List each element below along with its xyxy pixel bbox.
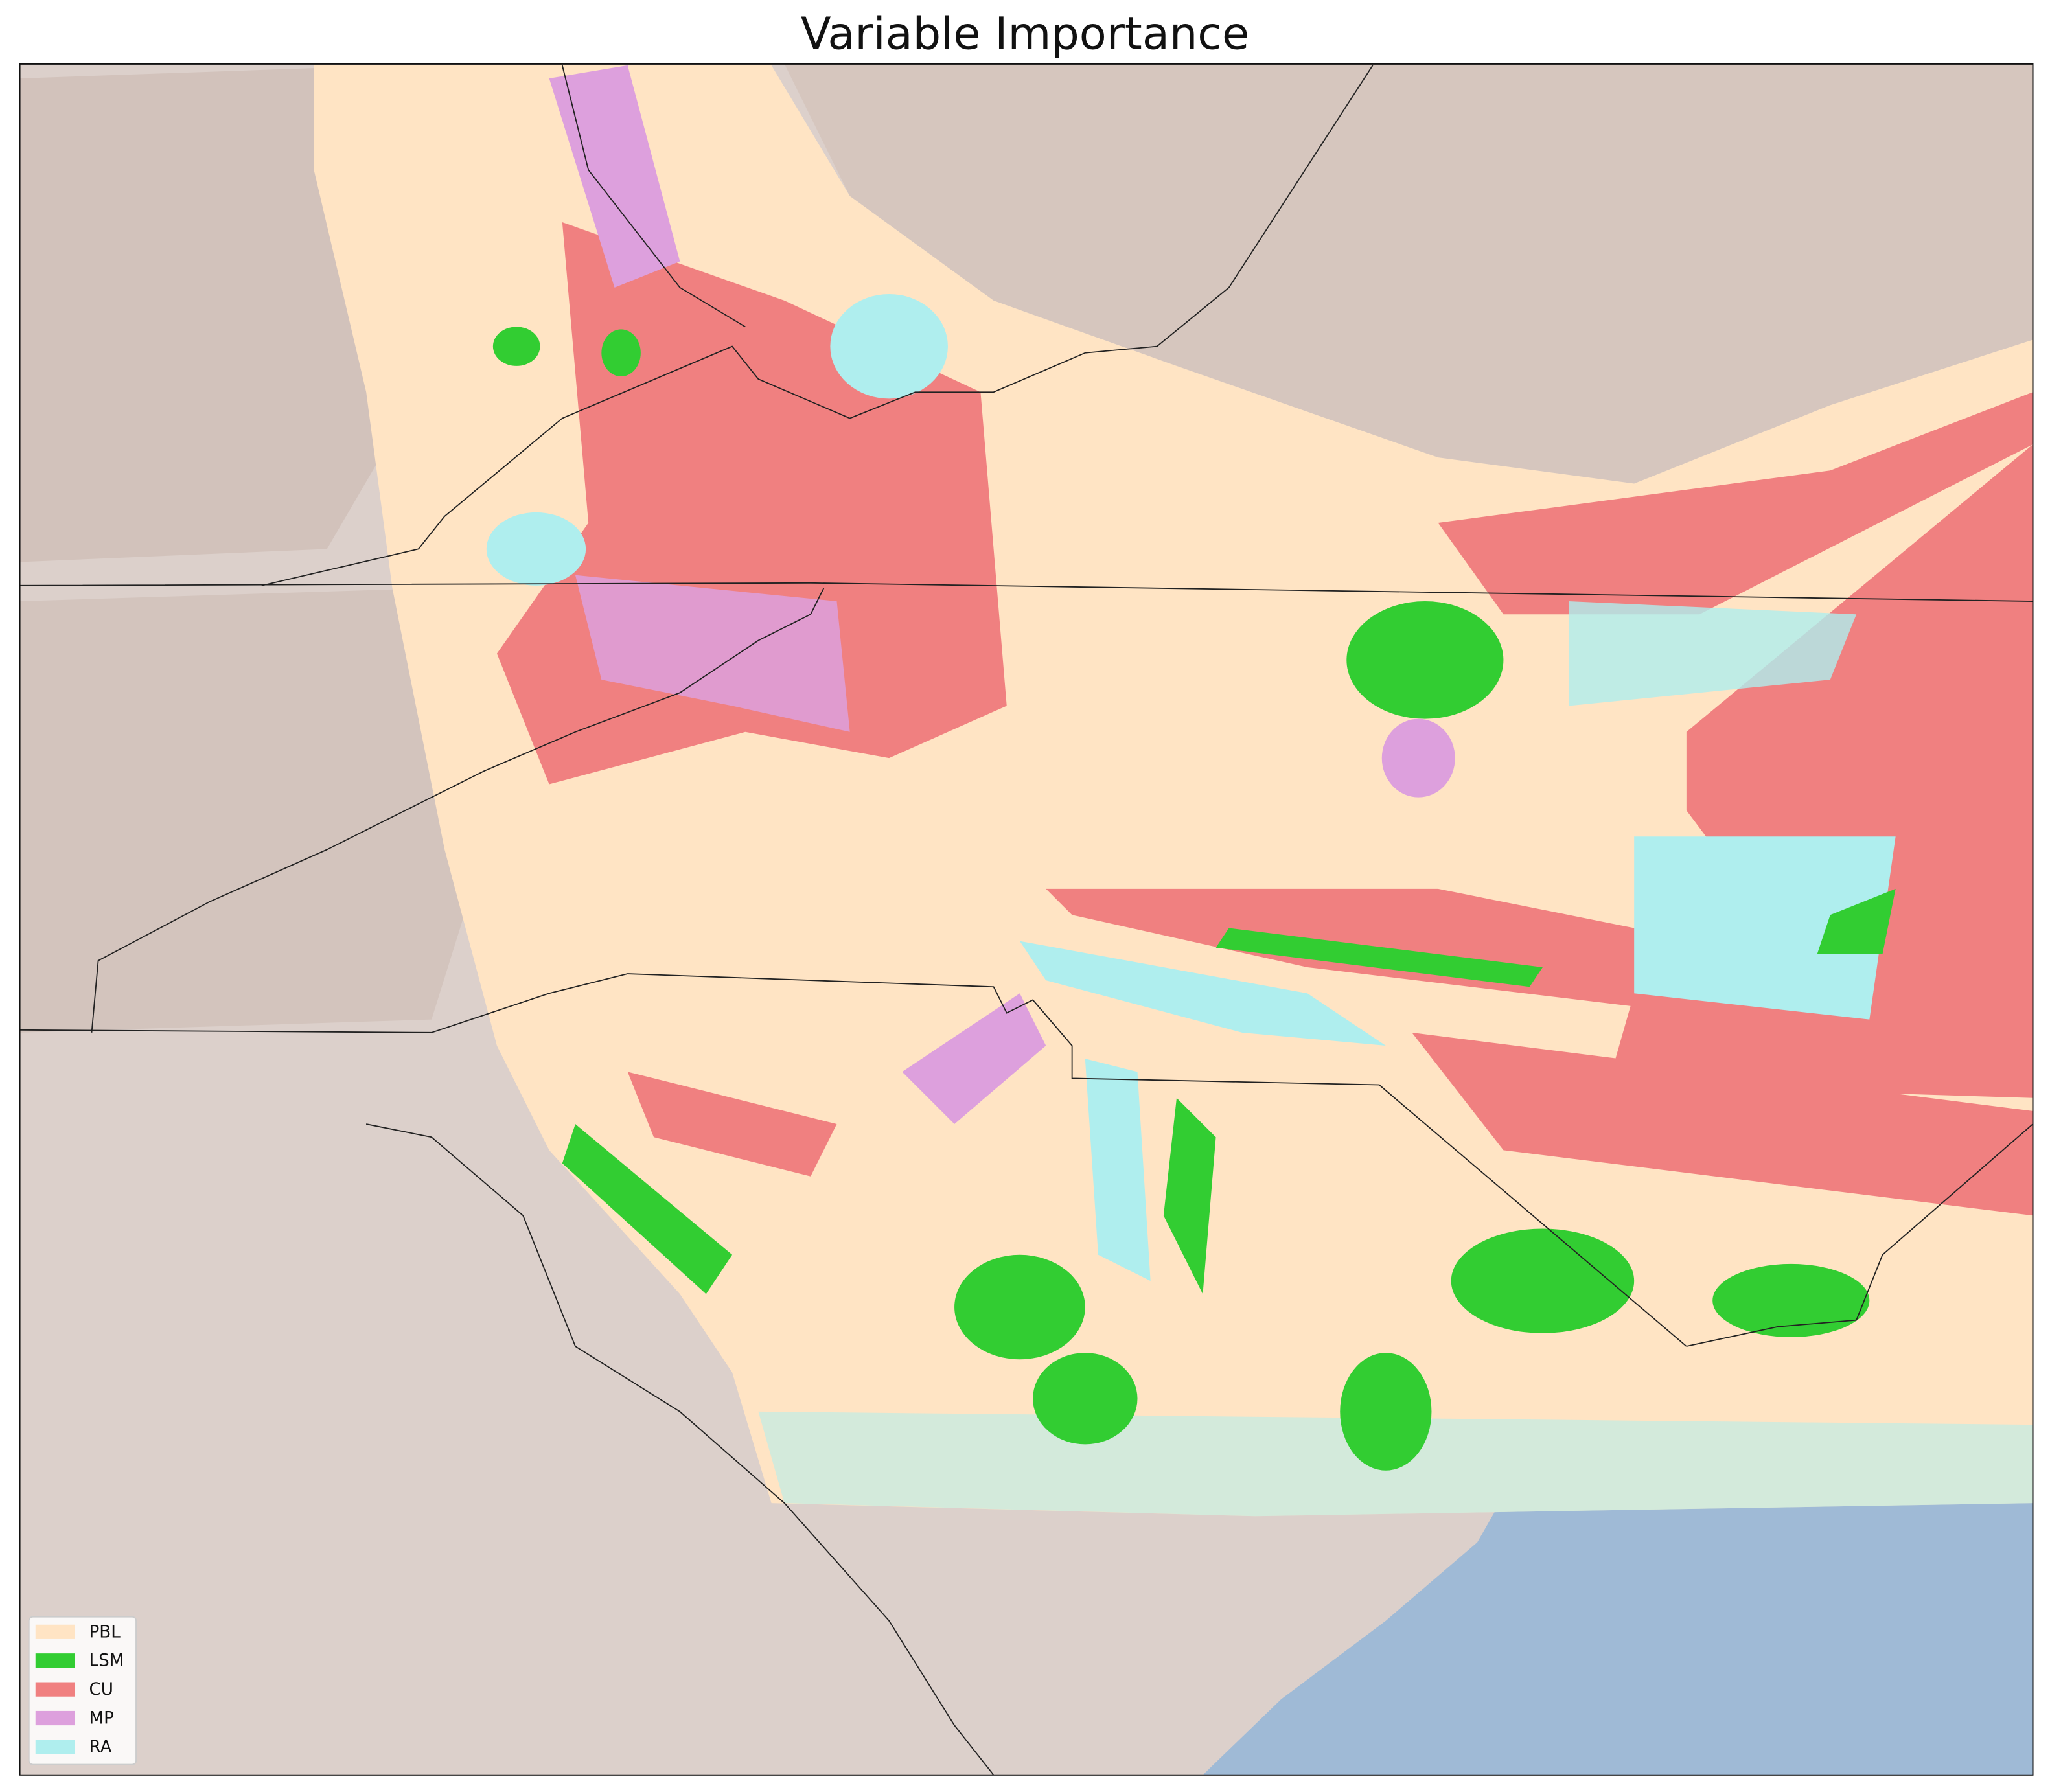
legend: PBL LSM CU MP RA bbox=[35, 1622, 124, 1757]
lsm-patch bbox=[1033, 1353, 1138, 1445]
state-border bbox=[261, 65, 1374, 586]
legend-label: CU bbox=[89, 1680, 113, 1699]
lsm-patch bbox=[1712, 1263, 1870, 1337]
lsm-patch bbox=[1451, 1228, 1635, 1333]
lsm-patch bbox=[954, 1254, 1085, 1360]
state-border bbox=[561, 65, 746, 328]
map-frame bbox=[19, 63, 2034, 1776]
lsm-patch bbox=[601, 329, 641, 377]
mp-patch bbox=[1381, 718, 1455, 798]
cu-streak bbox=[1412, 1032, 2033, 1216]
lsm-patch bbox=[492, 327, 540, 366]
cu-streak bbox=[627, 1072, 837, 1177]
state-border bbox=[91, 588, 825, 1033]
lsm-patch bbox=[1340, 1353, 1432, 1471]
terrain-relief bbox=[19, 588, 497, 1033]
ra-patch bbox=[830, 293, 948, 399]
state-border bbox=[365, 1123, 995, 1775]
legend-swatch bbox=[35, 1740, 75, 1754]
lsm-patch bbox=[1817, 888, 1896, 954]
legend-swatch bbox=[35, 1653, 75, 1668]
legend-label: RA bbox=[89, 1738, 111, 1757]
mp-region bbox=[549, 65, 680, 288]
ra-region bbox=[1569, 601, 1857, 706]
state-border bbox=[19, 582, 2033, 602]
ra-patch bbox=[486, 512, 586, 586]
legend-label: MP bbox=[89, 1709, 113, 1729]
lsm-patch bbox=[1346, 601, 1504, 719]
lsm-streak bbox=[1163, 1097, 1216, 1294]
ra-streak bbox=[1085, 1059, 1151, 1281]
mp-region bbox=[575, 575, 850, 732]
map-title: Variable Importance bbox=[801, 8, 1249, 60]
legend-swatch bbox=[35, 1710, 75, 1726]
ra-streak bbox=[1019, 941, 1386, 1046]
cu-region bbox=[1438, 392, 2033, 615]
cu-region bbox=[1607, 444, 2033, 1098]
legend-label: PBL bbox=[89, 1622, 121, 1642]
lsm-streak bbox=[1215, 928, 1543, 987]
mp-region bbox=[902, 993, 1046, 1125]
map-area bbox=[19, 63, 2033, 1775]
legend-swatch bbox=[35, 1682, 75, 1697]
terrain-relief bbox=[784, 63, 2033, 484]
legend-label: LSM bbox=[89, 1651, 124, 1671]
ra-region bbox=[1634, 836, 1896, 1020]
lsm-streak bbox=[562, 1124, 733, 1294]
coastline bbox=[1686, 1123, 2033, 1347]
legend-swatch bbox=[35, 1624, 75, 1639]
state-border bbox=[19, 973, 1687, 1347]
